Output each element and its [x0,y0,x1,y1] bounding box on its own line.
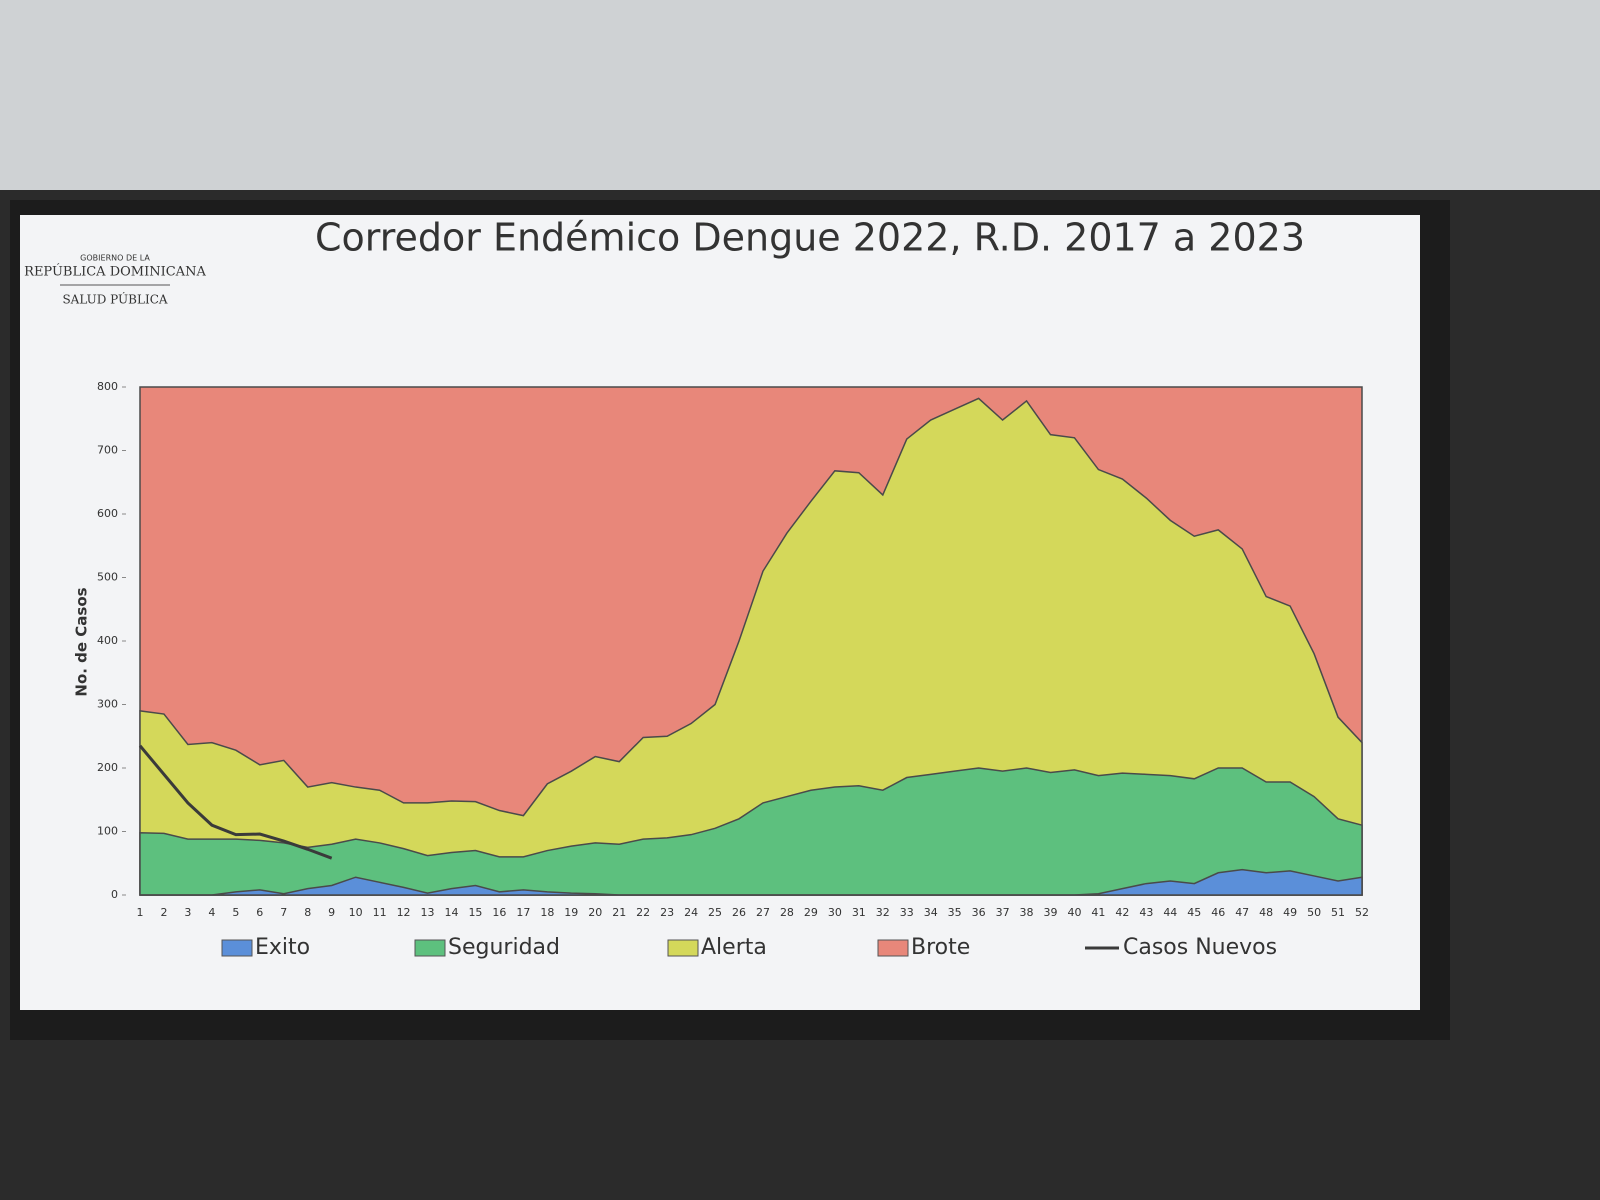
legend-swatch [877,939,909,957]
area [139,397,1363,896]
legend-label: Brote [911,935,970,960]
x-tick-label: 29 [804,906,818,919]
x-tick-label: 46 [1211,906,1225,919]
x-tick-label: 27 [756,906,770,919]
logo-text: SALUD PÚBLICA [62,291,167,307]
legend-label: Alerta [701,935,767,960]
x-tick-label: 14 [444,906,458,919]
x-tick-label: 30 [828,906,842,919]
x-tick-label: 8 [304,906,311,919]
x-tick-label: 26 [732,906,746,919]
x-tick-label: 18 [540,906,554,919]
x-tick-label: 52 [1355,906,1369,919]
x-tick-label: 31 [852,906,866,919]
x-tick-label: 50 [1307,906,1321,919]
x-tick-label: 23 [660,906,674,919]
x-tick-label: 35 [948,906,962,919]
y-tick-label: 800 [97,380,118,393]
x-tick-label: 2 [160,906,167,919]
x-tick-label: 36 [972,906,986,919]
x-tick-label: 10 [349,906,363,919]
x-tick-label: 45 [1187,906,1201,919]
x-tick-label: 12 [397,906,411,919]
y-tick-label: 100 [97,825,118,838]
x-tick-label: 38 [1020,906,1034,919]
x-tick-label: 6 [256,906,263,919]
legend-swatch [414,939,446,957]
x-tick-label: 42 [1115,906,1129,919]
legend-swatch [667,939,699,957]
x-tick-label: 21 [612,906,626,919]
x-tick-label: 48 [1259,906,1273,919]
x-tick-label: 4 [208,906,215,919]
x-tick-label: 16 [492,906,506,919]
x-tick-label: 11 [373,906,387,919]
y-tick-label: 500 [97,571,118,584]
logo-text: REPÚBLICA DOMINICANA [24,263,206,280]
x-tick-label: 51 [1331,906,1345,919]
x-tick-label: 47 [1235,906,1249,919]
x-tick-label: 49 [1283,906,1297,919]
x-tick-label: 7 [280,906,287,919]
x-tick-label: 39 [1044,906,1058,919]
x-tick-label: 5 [232,906,239,919]
x-tick-label: 3 [184,906,191,919]
legend-label: Seguridad [448,935,560,960]
y-tick-label: 0 [111,888,118,901]
ceiling [0,0,1600,190]
x-tick-label: 19 [564,906,578,919]
x-tick-label: 22 [636,906,650,919]
line [138,744,333,860]
y-tick-label: 200 [97,761,118,774]
x-tick-label: 24 [684,906,698,919]
x-tick-label: 13 [421,906,435,919]
x-tick-label: 32 [876,906,890,919]
x-tick-label: 40 [1067,906,1081,919]
x-tick-label: 17 [516,906,530,919]
y-tick-label: 700 [97,444,118,457]
y-tick-label: 300 [97,698,118,711]
chart-title: Corredor Endémico Dengue 2022, R.D. 2017… [315,216,1305,260]
area [139,767,1363,896]
x-tick-label: 34 [924,906,938,919]
x-tick-label: 25 [708,906,722,919]
x-tick-label: 28 [780,906,794,919]
area [140,868,1363,896]
y-axis-label: No. de Casos [73,587,91,696]
x-tick-label: 41 [1091,906,1105,919]
x-tick-label: 1 [137,906,144,919]
x-tick-label: 44 [1163,906,1177,919]
x-tick-label: 33 [900,906,914,919]
y-tick-label: 400 [97,634,118,647]
x-tick-label: 15 [468,906,482,919]
x-tick-label: 20 [588,906,602,919]
logo-text: GOBIERNO DE LA [80,254,150,263]
legend-label: Exito [255,935,310,960]
x-tick-label: 43 [1139,906,1153,919]
legend-label: Casos Nuevos [1123,935,1277,960]
x-tick-label: 9 [328,906,335,919]
y-tick-label: 600 [97,507,118,520]
legend-swatch [221,939,253,957]
x-tick-label: 37 [996,906,1010,919]
